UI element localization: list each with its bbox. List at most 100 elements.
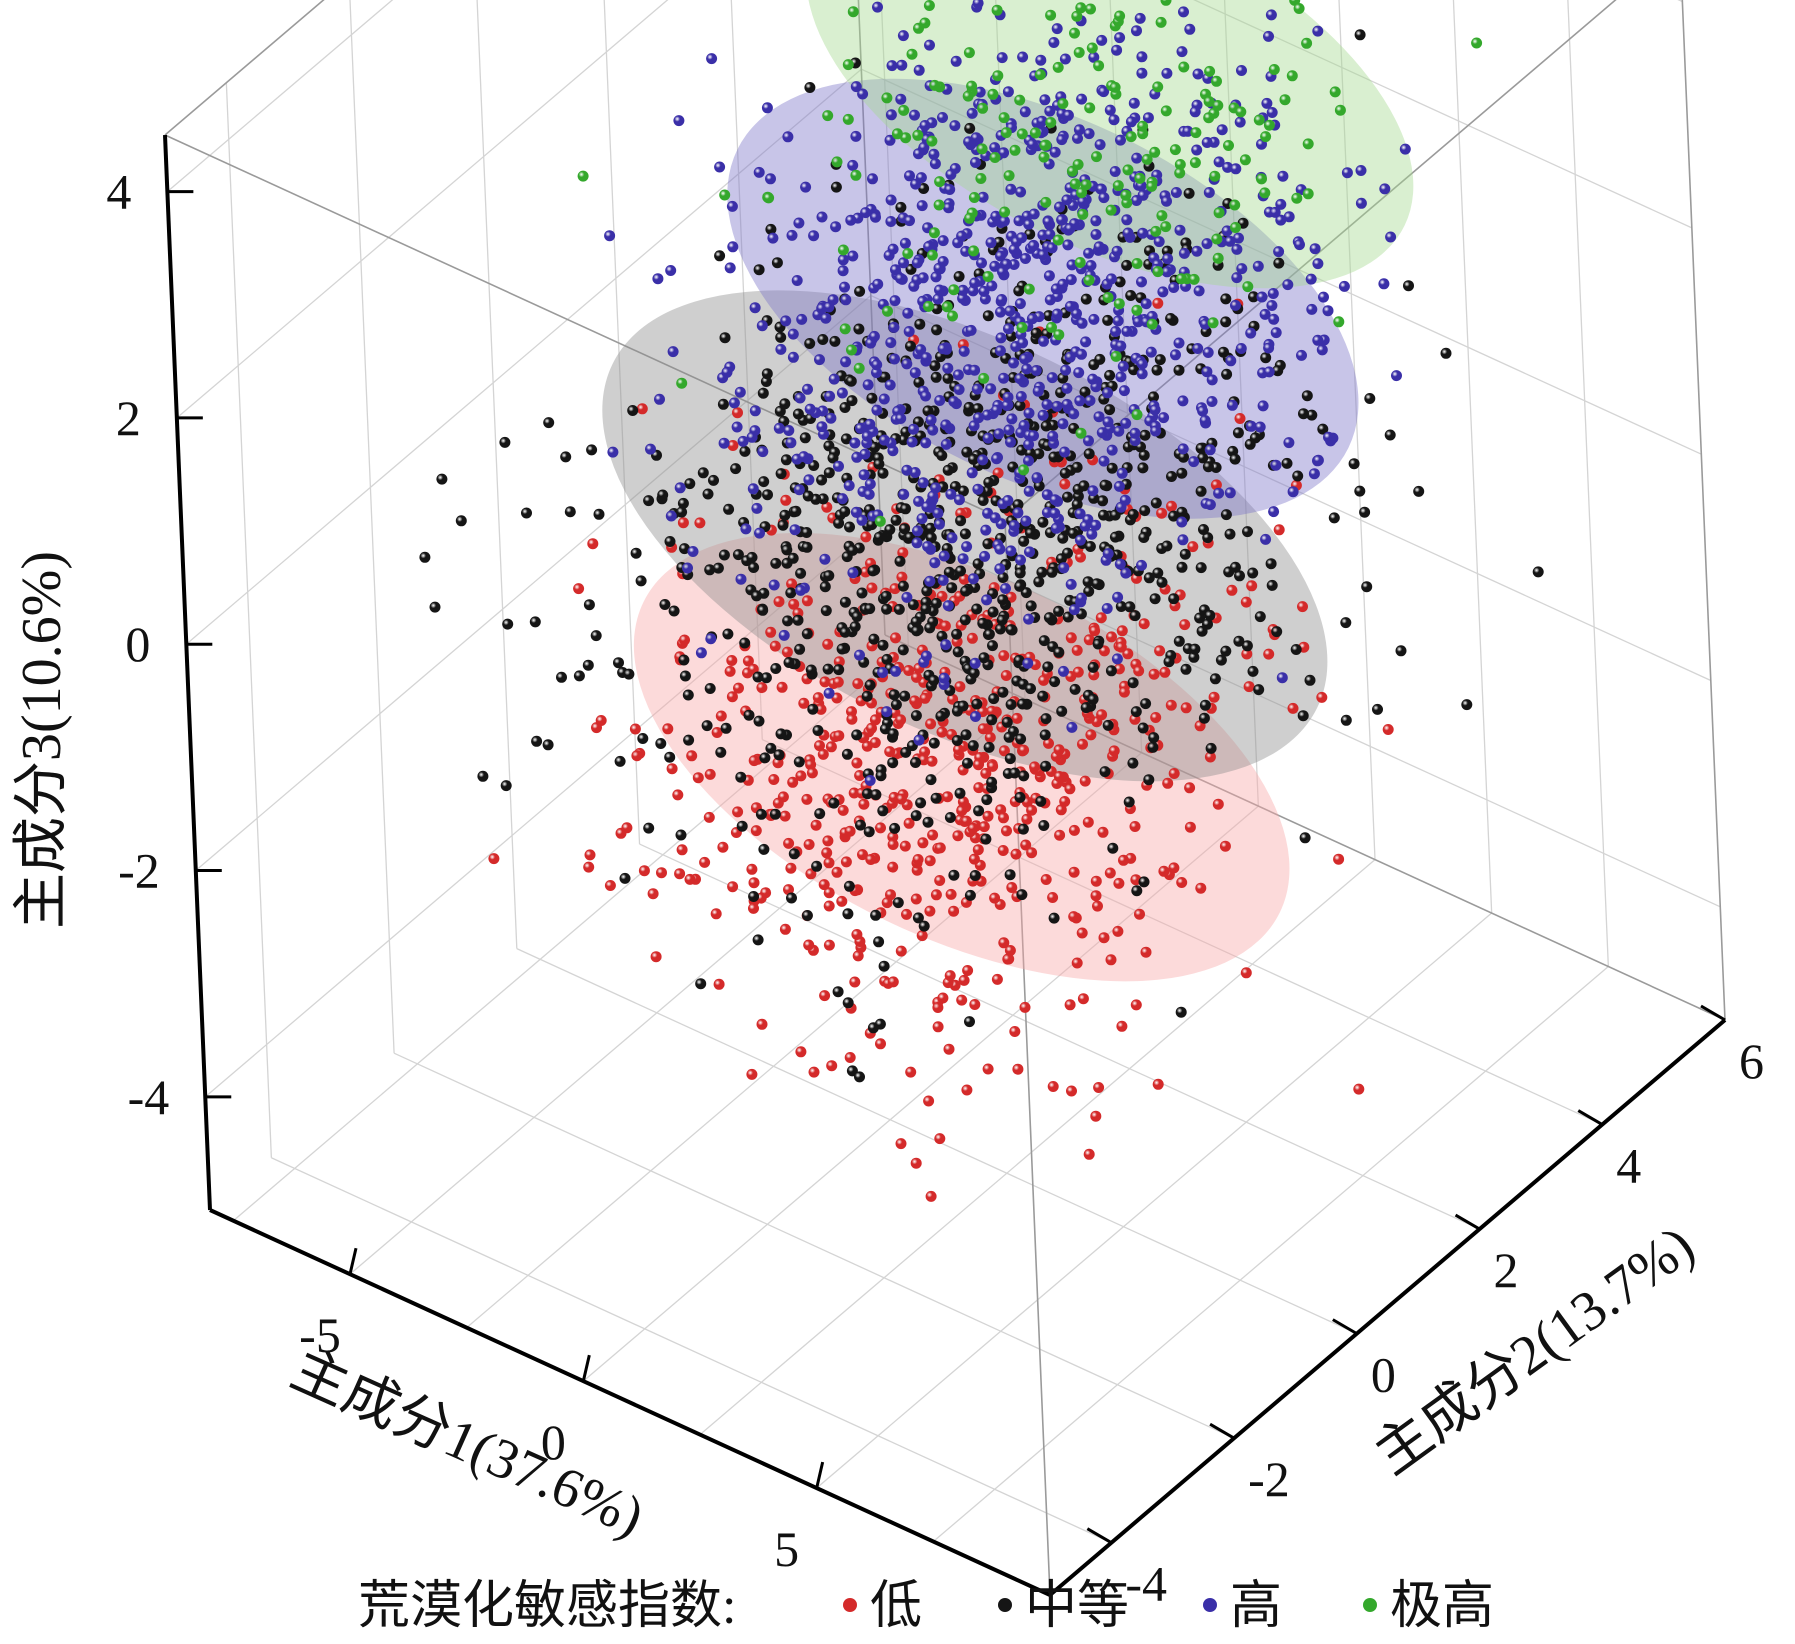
legend-marker	[1363, 1598, 1377, 1612]
data-point	[1080, 293, 1092, 305]
grid-line	[271, 1157, 1112, 1544]
data-point	[934, 176, 946, 188]
data-point	[724, 665, 736, 677]
data-point	[1083, 585, 1095, 597]
data-point	[945, 888, 957, 900]
data-point	[870, 909, 882, 921]
data-point	[1122, 227, 1134, 239]
data-point	[1173, 337, 1185, 349]
data-point	[1178, 451, 1189, 463]
data-point	[882, 305, 893, 317]
data-point	[917, 477, 929, 489]
data-point	[1173, 364, 1185, 376]
data-point	[867, 173, 878, 185]
data-point	[918, 754, 930, 766]
data-point	[783, 837, 795, 849]
data-point	[870, 211, 881, 223]
legend-marker	[998, 1598, 1012, 1612]
data-point	[913, 376, 925, 388]
data-point	[946, 582, 958, 594]
data-point	[1277, 170, 1289, 182]
data-point	[1130, 999, 1142, 1011]
data-point	[846, 395, 858, 407]
data-point	[1195, 882, 1207, 894]
data-point	[1201, 238, 1213, 250]
data-point	[948, 905, 960, 917]
grid-line	[880, 0, 909, 646]
data-point	[1093, 60, 1105, 72]
data-point	[769, 640, 781, 652]
data-point	[1120, 417, 1132, 429]
data-point	[997, 266, 1008, 278]
data-point	[889, 295, 901, 307]
data-point	[839, 506, 851, 518]
data-point	[786, 578, 798, 590]
data-point	[1184, 23, 1196, 35]
z-tick-label: -4	[128, 1069, 170, 1125]
grid-line	[232, 645, 909, 1222]
data-point	[1089, 625, 1101, 637]
data-point	[900, 746, 912, 758]
data-point	[755, 808, 767, 820]
data-point	[802, 490, 814, 502]
data-point	[1061, 194, 1073, 206]
data-point	[1191, 245, 1203, 257]
data-point	[1138, 618, 1150, 630]
data-point	[1083, 274, 1095, 286]
data-point	[911, 625, 923, 637]
data-point	[1086, 42, 1098, 54]
data-point	[1062, 491, 1073, 503]
legend-item: 高	[1203, 1578, 1282, 1635]
data-point	[1328, 512, 1340, 524]
data-point	[860, 531, 872, 543]
data-point	[920, 390, 932, 402]
data-point	[1166, 471, 1177, 482]
data-point	[968, 853, 980, 865]
data-point	[806, 767, 818, 779]
data-point	[656, 867, 667, 879]
data-point	[916, 930, 928, 942]
data-point	[890, 665, 902, 677]
data-point	[846, 344, 857, 356]
data-point	[856, 587, 868, 599]
data-point	[1104, 404, 1116, 416]
data-point	[1005, 183, 1017, 195]
data-point	[1085, 3, 1096, 15]
data-point	[676, 377, 688, 389]
data-point	[980, 524, 992, 536]
data-point	[752, 671, 764, 683]
data-point	[855, 422, 866, 434]
data-point	[963, 401, 975, 413]
data-point	[1064, 999, 1076, 1011]
data-point	[969, 999, 981, 1010]
data-point	[1359, 506, 1371, 518]
data-point	[1148, 391, 1159, 403]
data-point	[1098, 455, 1110, 467]
data-point	[829, 335, 841, 347]
data-point	[1026, 847, 1038, 859]
data-point	[958, 345, 970, 357]
data-point	[1246, 580, 1258, 592]
data-point	[1006, 882, 1018, 893]
data-point	[926, 135, 938, 147]
data-point	[1008, 357, 1019, 369]
data-point	[1263, 648, 1275, 660]
data-point	[1247, 567, 1259, 579]
y-axis-line	[1048, 1018, 1727, 1597]
data-point	[938, 550, 950, 562]
data-point	[1209, 673, 1221, 685]
data-point	[1016, 232, 1028, 244]
data-point	[910, 893, 922, 905]
data-point	[986, 776, 998, 788]
data-point	[793, 484, 805, 496]
data-point	[880, 590, 892, 602]
data-point	[1182, 125, 1194, 137]
data-point	[1176, 46, 1188, 58]
data-point	[722, 628, 734, 640]
data-point	[1215, 654, 1227, 666]
data-point	[936, 450, 948, 461]
data-point	[1098, 932, 1110, 944]
data-point	[1263, 119, 1275, 131]
data-point	[888, 321, 900, 333]
data-point	[1004, 945, 1016, 956]
